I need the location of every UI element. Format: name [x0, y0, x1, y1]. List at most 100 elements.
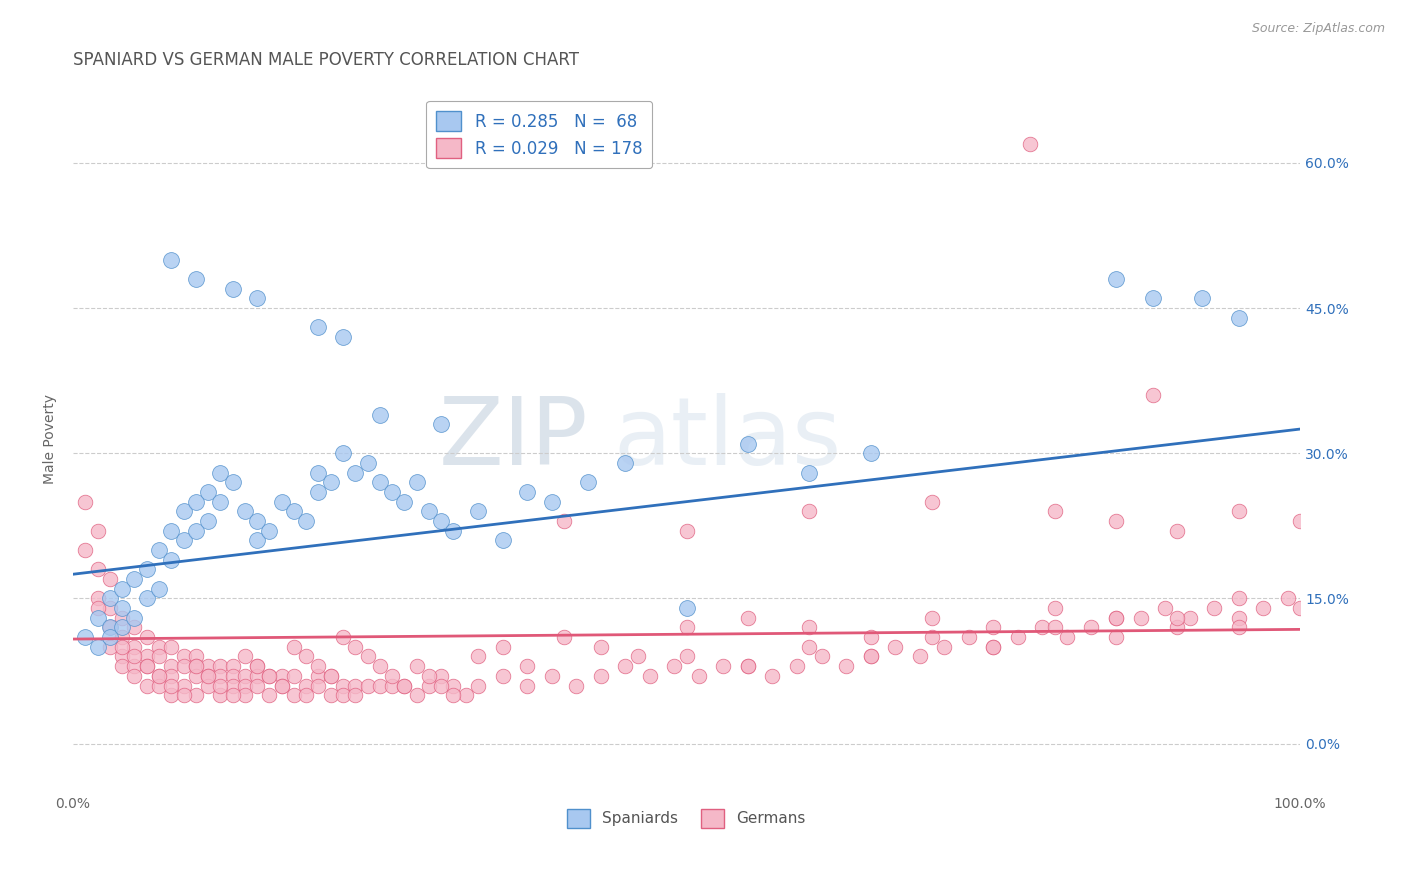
Point [308, 485, 330, 500]
Point [835, 659, 858, 673]
Text: SPANIARD VS GERMAN MALE POVERTY CORRELATION CHART: SPANIARD VS GERMAN MALE POVERTY CORRELAT… [73, 51, 579, 69]
Point [221, 282, 243, 296]
Point [344, 466, 367, 480]
Point [184, 659, 207, 673]
Point [148, 669, 170, 683]
Point [332, 330, 354, 344]
Point [283, 640, 305, 654]
Point [737, 436, 759, 450]
Point [184, 494, 207, 508]
Point [295, 649, 318, 664]
Point [1154, 601, 1177, 615]
Point [368, 659, 391, 673]
Point [197, 679, 219, 693]
Point [405, 475, 427, 490]
Point [270, 494, 292, 508]
Point [111, 620, 134, 634]
Point [111, 659, 134, 673]
Point [173, 649, 195, 664]
Point [368, 475, 391, 490]
Point [319, 688, 342, 702]
Point [394, 679, 416, 693]
Point [246, 659, 269, 673]
Point [1129, 611, 1152, 625]
Point [135, 659, 157, 673]
Point [1289, 514, 1312, 528]
Point [443, 679, 465, 693]
Point [197, 659, 219, 673]
Point [246, 669, 269, 683]
Point [259, 669, 281, 683]
Point [1105, 272, 1128, 286]
Point [589, 640, 612, 654]
Point [1227, 504, 1250, 518]
Point [381, 679, 404, 693]
Point [1105, 611, 1128, 625]
Point [295, 679, 318, 693]
Point [675, 620, 697, 634]
Point [233, 688, 256, 702]
Point [430, 669, 453, 683]
Point [98, 591, 121, 606]
Point [356, 679, 378, 693]
Point [75, 630, 97, 644]
Point [173, 659, 195, 673]
Point [135, 591, 157, 606]
Point [111, 582, 134, 596]
Point [319, 669, 342, 683]
Point [295, 688, 318, 702]
Point [799, 640, 821, 654]
Point [553, 630, 575, 644]
Point [148, 679, 170, 693]
Point [184, 272, 207, 286]
Point [319, 475, 342, 490]
Point [86, 562, 108, 576]
Point [148, 649, 170, 664]
Point [491, 533, 513, 548]
Point [381, 669, 404, 683]
Point [124, 669, 146, 683]
Point [664, 659, 686, 673]
Point [124, 649, 146, 664]
Point [675, 649, 697, 664]
Point [1043, 504, 1066, 518]
Point [246, 679, 269, 693]
Point [221, 679, 243, 693]
Point [259, 688, 281, 702]
Point [638, 669, 661, 683]
Point [1191, 292, 1213, 306]
Point [799, 466, 821, 480]
Point [578, 475, 600, 490]
Point [246, 659, 269, 673]
Point [283, 669, 305, 683]
Point [160, 640, 183, 654]
Point [246, 292, 269, 306]
Point [859, 649, 882, 664]
Point [98, 601, 121, 615]
Text: ZIP: ZIP [439, 392, 589, 484]
Point [319, 669, 342, 683]
Point [221, 669, 243, 683]
Point [270, 679, 292, 693]
Point [233, 679, 256, 693]
Point [308, 679, 330, 693]
Point [86, 611, 108, 625]
Point [173, 533, 195, 548]
Point [160, 669, 183, 683]
Point [981, 640, 1004, 654]
Point [209, 494, 232, 508]
Point [184, 524, 207, 538]
Point [981, 620, 1004, 634]
Point [233, 669, 256, 683]
Point [98, 640, 121, 654]
Point [1166, 524, 1188, 538]
Point [418, 504, 440, 518]
Point [430, 679, 453, 693]
Point [688, 669, 710, 683]
Point [565, 679, 588, 693]
Point [184, 649, 207, 664]
Point [1007, 630, 1029, 644]
Point [1105, 514, 1128, 528]
Point [1105, 611, 1128, 625]
Point [184, 659, 207, 673]
